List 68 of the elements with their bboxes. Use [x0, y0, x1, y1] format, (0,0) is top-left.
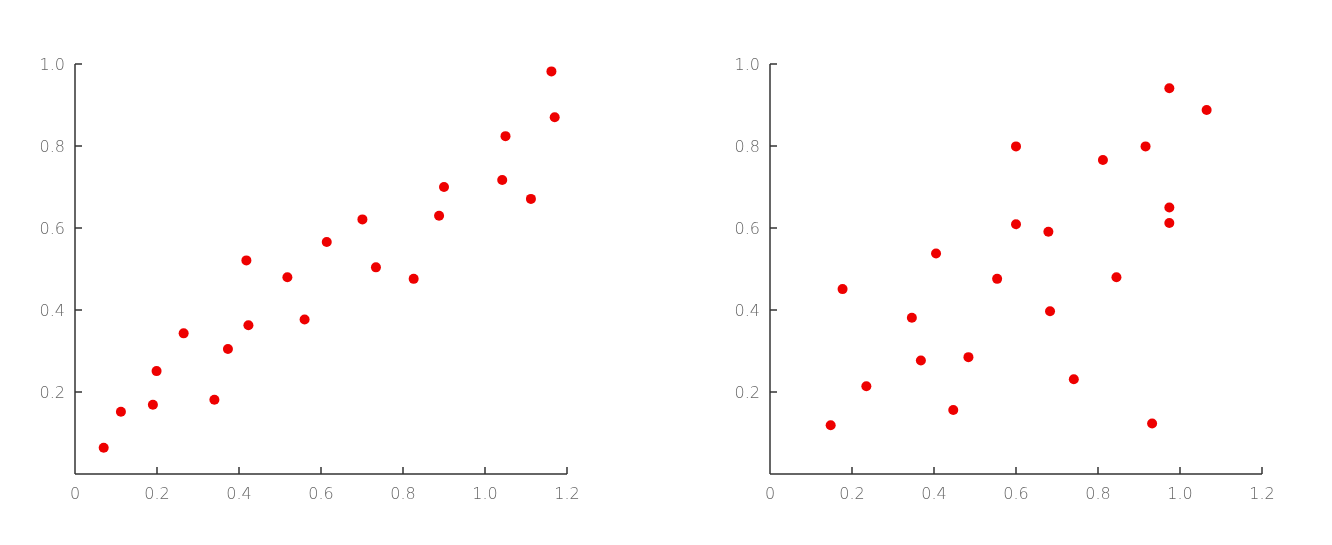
point: [98, 442, 109, 453]
point: [1011, 219, 1021, 230]
x-tick-label: 1.0: [1167, 484, 1193, 503]
y-tick-label: 0.8: [734, 137, 760, 156]
point: [1068, 374, 1079, 385]
point: [357, 214, 368, 225]
point: [1011, 141, 1021, 152]
point: [1147, 418, 1158, 429]
point: [525, 193, 536, 204]
point: [222, 343, 233, 354]
point: [282, 272, 293, 283]
point: [1043, 226, 1054, 237]
x-tick-label: 1.2: [1249, 484, 1275, 503]
point: [1045, 306, 1056, 317]
point: [549, 112, 560, 123]
y-tick-label: 0.2: [734, 383, 760, 402]
point: [931, 248, 942, 259]
point: [825, 420, 836, 431]
y-tick-label: 0.4: [39, 301, 65, 320]
point: [209, 394, 220, 405]
y-tick-label: 0.2: [39, 383, 65, 402]
y-tick-label: 0.6: [734, 219, 760, 238]
point: [1164, 218, 1175, 229]
point: [147, 399, 158, 410]
x-tick-label: 0: [764, 484, 776, 503]
point: [408, 273, 419, 284]
point: [178, 328, 189, 339]
point: [963, 352, 974, 363]
point: [992, 273, 1003, 284]
point: [241, 255, 252, 266]
point: [1164, 202, 1175, 213]
y-tick-label: 0.4: [734, 301, 760, 320]
x-tick-label: 0: [69, 484, 81, 503]
point: [1164, 83, 1175, 94]
point: [500, 131, 511, 142]
point: [906, 312, 917, 323]
point: [861, 381, 872, 392]
x-tick-label: 0.6: [308, 484, 334, 503]
point: [915, 355, 926, 366]
x-tick-label: 0.2: [144, 484, 170, 503]
point: [948, 405, 959, 416]
point: [837, 284, 848, 295]
point: [321, 236, 332, 247]
point: [243, 320, 254, 331]
y-tick-label: 0.6: [39, 219, 65, 238]
point: [151, 366, 162, 377]
x-tick-label: 1.0: [472, 484, 498, 503]
x-tick-label: 0.8: [390, 484, 416, 503]
x-tick-label: 1.2: [554, 484, 580, 503]
point: [1201, 104, 1212, 115]
y-tick-label: 1.0: [39, 55, 65, 74]
x-tick-label: 0.8: [1085, 484, 1111, 503]
x-tick-label: 0.2: [839, 484, 865, 503]
point: [546, 66, 557, 77]
point: [299, 314, 310, 325]
point: [1111, 272, 1122, 283]
y-tick-label: 1.0: [734, 55, 760, 74]
point: [1140, 141, 1151, 152]
point: [1097, 154, 1108, 165]
x-tick-label: 0.4: [226, 484, 252, 503]
x-tick-label: 0.4: [921, 484, 947, 503]
point: [497, 175, 508, 186]
point: [370, 262, 381, 273]
x-tick-label: 0.6: [1003, 484, 1029, 503]
point: [115, 406, 126, 417]
point: [439, 182, 449, 192]
y-tick-label: 0.8: [39, 137, 65, 156]
point: [434, 210, 445, 221]
